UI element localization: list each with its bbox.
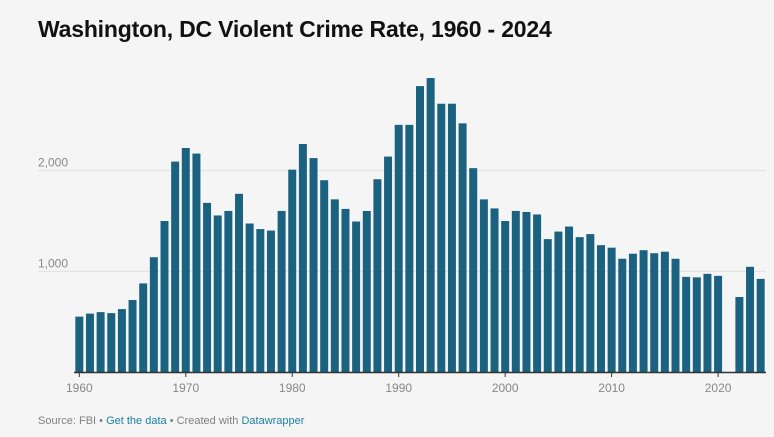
chart-title: Washington, DC Violent Crime Rate, 1960 … xyxy=(38,16,552,42)
y-tick-labels: 1,000 2,000 xyxy=(38,156,68,271)
bar-1987 xyxy=(362,210,371,372)
separator: • xyxy=(169,415,174,427)
bar-1964 xyxy=(117,309,126,372)
bar-1963 xyxy=(107,313,116,372)
bar-2003 xyxy=(533,214,542,372)
bar-1982 xyxy=(309,158,318,372)
bar-1965 xyxy=(128,300,137,372)
bar-1978 xyxy=(266,230,275,372)
bar-2007 xyxy=(575,237,584,372)
bar-1966 xyxy=(139,283,148,372)
bar-2002 xyxy=(522,211,531,372)
bar-1990 xyxy=(394,124,403,372)
bar-1972 xyxy=(203,202,212,372)
bar-1968 xyxy=(160,221,169,372)
bar-1970 xyxy=(181,148,190,372)
bar-2018 xyxy=(692,277,701,372)
bar-1962 xyxy=(96,312,105,372)
source-name: FBI xyxy=(78,415,97,427)
x-tick-label: 1970 xyxy=(172,381,199,395)
bar-1986 xyxy=(352,221,361,372)
x-tick-label: 2020 xyxy=(705,381,732,395)
bar-1985 xyxy=(341,208,350,372)
bar-2009 xyxy=(596,245,605,372)
bar-2024 xyxy=(756,278,765,372)
datawrapper-link[interactable]: Datawrapper xyxy=(241,415,305,427)
get-the-data-link[interactable]: Get the data xyxy=(106,415,167,427)
bar-1993 xyxy=(426,78,435,372)
bar-1981 xyxy=(298,143,307,372)
bar-2015 xyxy=(660,251,669,372)
x-tick-labels: 1960 1970 1980 1990 2000 2010 2020 xyxy=(66,372,732,395)
bar-1984 xyxy=(330,199,339,372)
y-tick-label: 2,000 xyxy=(38,156,68,170)
bar-1977 xyxy=(256,229,265,372)
x-tick-label: 2000 xyxy=(492,381,519,395)
bar-1999 xyxy=(490,208,499,372)
bar-1979 xyxy=(277,210,286,372)
bar-2019 xyxy=(703,273,712,372)
bar-1983 xyxy=(320,180,329,372)
separator: • xyxy=(99,415,104,427)
bar-1998 xyxy=(479,199,488,372)
bar-2016 xyxy=(671,258,680,372)
bar-2017 xyxy=(682,276,691,372)
bar-1997 xyxy=(469,168,478,372)
bar-1992 xyxy=(416,86,424,373)
bar-2014 xyxy=(650,253,659,372)
x-tick-label: 1990 xyxy=(385,381,412,395)
bar-2000 xyxy=(501,221,510,372)
bar-1975 xyxy=(235,193,244,372)
bar-1980 xyxy=(288,169,297,372)
x-tick-label: 1960 xyxy=(66,381,93,395)
bar-2004 xyxy=(543,239,552,372)
bar-2011 xyxy=(618,258,627,372)
bar-1971 xyxy=(192,153,201,372)
bar-1991 xyxy=(405,124,414,372)
bar-2023 xyxy=(746,266,755,372)
bar-1973 xyxy=(213,215,222,372)
source-label: Source: xyxy=(38,415,76,427)
bar-2010 xyxy=(607,247,616,372)
bar-2013 xyxy=(639,250,648,372)
bar-1996 xyxy=(458,123,467,372)
y-tick-label: 1,000 xyxy=(38,256,68,270)
bars xyxy=(75,78,765,373)
bar-2005 xyxy=(554,231,563,372)
x-tick-label: 1980 xyxy=(279,381,306,395)
bar-1995 xyxy=(447,103,456,373)
bar-2022 xyxy=(735,297,744,372)
created-with-label: Created with xyxy=(176,415,239,427)
bar-1969 xyxy=(171,161,180,372)
bar-1988 xyxy=(373,179,382,372)
bar-1974 xyxy=(224,210,233,372)
bar-2012 xyxy=(628,253,637,372)
bar-2020 xyxy=(714,275,723,372)
bar-1960 xyxy=(75,316,84,372)
bar-2006 xyxy=(565,226,574,372)
bar-2001 xyxy=(511,210,520,372)
bar-1961 xyxy=(85,313,94,372)
x-tick-label: 2010 xyxy=(598,381,625,395)
bar-2008 xyxy=(586,234,595,372)
bar-1976 xyxy=(245,223,254,372)
bar-1994 xyxy=(437,103,446,373)
chart-footer: Source: FBI • Get the data • Created wit… xyxy=(38,415,304,427)
bar-chart: 1960 1970 1980 1990 2000 2010 2020 1,000 2,000 xyxy=(38,78,766,395)
bar-1967 xyxy=(149,257,158,372)
bar-1989 xyxy=(384,156,393,372)
